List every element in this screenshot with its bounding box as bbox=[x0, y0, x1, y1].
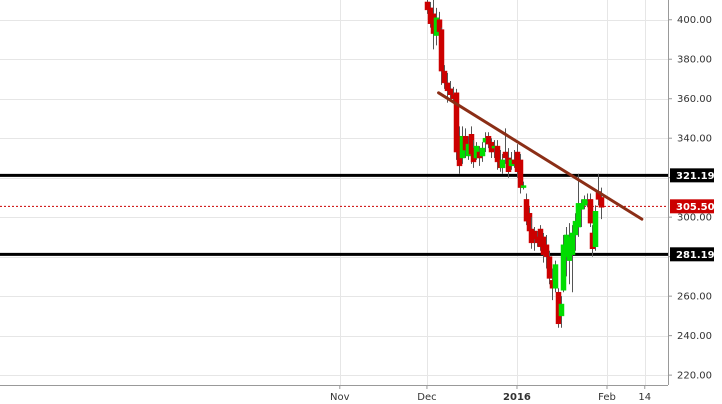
candle bbox=[453, 88, 460, 160]
candle-body bbox=[441, 70, 448, 84]
candle-body bbox=[502, 151, 509, 159]
level-badge: 321.19 bbox=[670, 168, 715, 183]
candle bbox=[520, 181, 527, 190]
candle bbox=[479, 142, 486, 162]
y-tick-label: 360.00 bbox=[677, 94, 712, 105]
level-badge-bg bbox=[670, 247, 714, 262]
candle bbox=[546, 250, 553, 285]
y-tick-label: 400.00 bbox=[677, 15, 712, 26]
candle-body bbox=[558, 303, 565, 317]
last-price-badge-bg bbox=[670, 199, 714, 214]
candle-body bbox=[453, 92, 460, 153]
candle bbox=[438, 27, 445, 85]
candle-body bbox=[587, 199, 594, 224]
candle-body bbox=[552, 264, 559, 289]
price-badges: 321.19 281.19 305.50 bbox=[670, 168, 715, 262]
candle-body bbox=[598, 197, 605, 208]
y-tick-label: 260.00 bbox=[677, 292, 712, 303]
candle-body bbox=[499, 159, 506, 169]
level-badge-label: 321.19 bbox=[676, 171, 715, 182]
gridlines bbox=[0, 0, 668, 385]
x-tick-label: Nov bbox=[330, 392, 350, 403]
x-tick-label: 2016 bbox=[503, 392, 531, 403]
level-badge-bg bbox=[670, 168, 714, 183]
last-price-badge-label: 305.50 bbox=[676, 202, 715, 213]
y-tick-label: 340.00 bbox=[677, 134, 712, 145]
y-tick-label: 380.00 bbox=[677, 55, 712, 66]
level-badge: 281.19 bbox=[670, 247, 715, 262]
candle-body bbox=[543, 244, 550, 257]
trendline-layer bbox=[437, 91, 644, 221]
y-tick-label: 220.00 bbox=[677, 371, 712, 382]
x-tick-label: 14 bbox=[638, 392, 651, 403]
y-tick-label: 300.00 bbox=[677, 213, 712, 224]
y-tick-label: 240.00 bbox=[677, 331, 712, 342]
level-badge-label: 281.19 bbox=[676, 250, 715, 261]
candle-body bbox=[447, 88, 454, 96]
candle bbox=[552, 260, 559, 293]
candle-body bbox=[479, 147, 486, 157]
candle bbox=[592, 205, 599, 251]
last-price-badge: 305.50 bbox=[670, 199, 715, 214]
x-tick-label: Feb bbox=[598, 392, 616, 403]
candle-body bbox=[438, 29, 445, 72]
candle-body bbox=[494, 145, 501, 163]
candle-body bbox=[520, 185, 527, 188]
candle bbox=[587, 193, 594, 228]
x-tick-label: Dec bbox=[417, 392, 436, 403]
horizontal-levels bbox=[0, 173, 668, 256]
candle bbox=[517, 154, 524, 194]
candle bbox=[558, 296, 565, 328]
trendline bbox=[437, 91, 644, 221]
candle-body bbox=[592, 211, 599, 248]
candle-body bbox=[517, 159, 524, 188]
candles bbox=[424, 0, 605, 328]
candle-body bbox=[546, 256, 553, 279]
candle-body bbox=[569, 232, 576, 255]
